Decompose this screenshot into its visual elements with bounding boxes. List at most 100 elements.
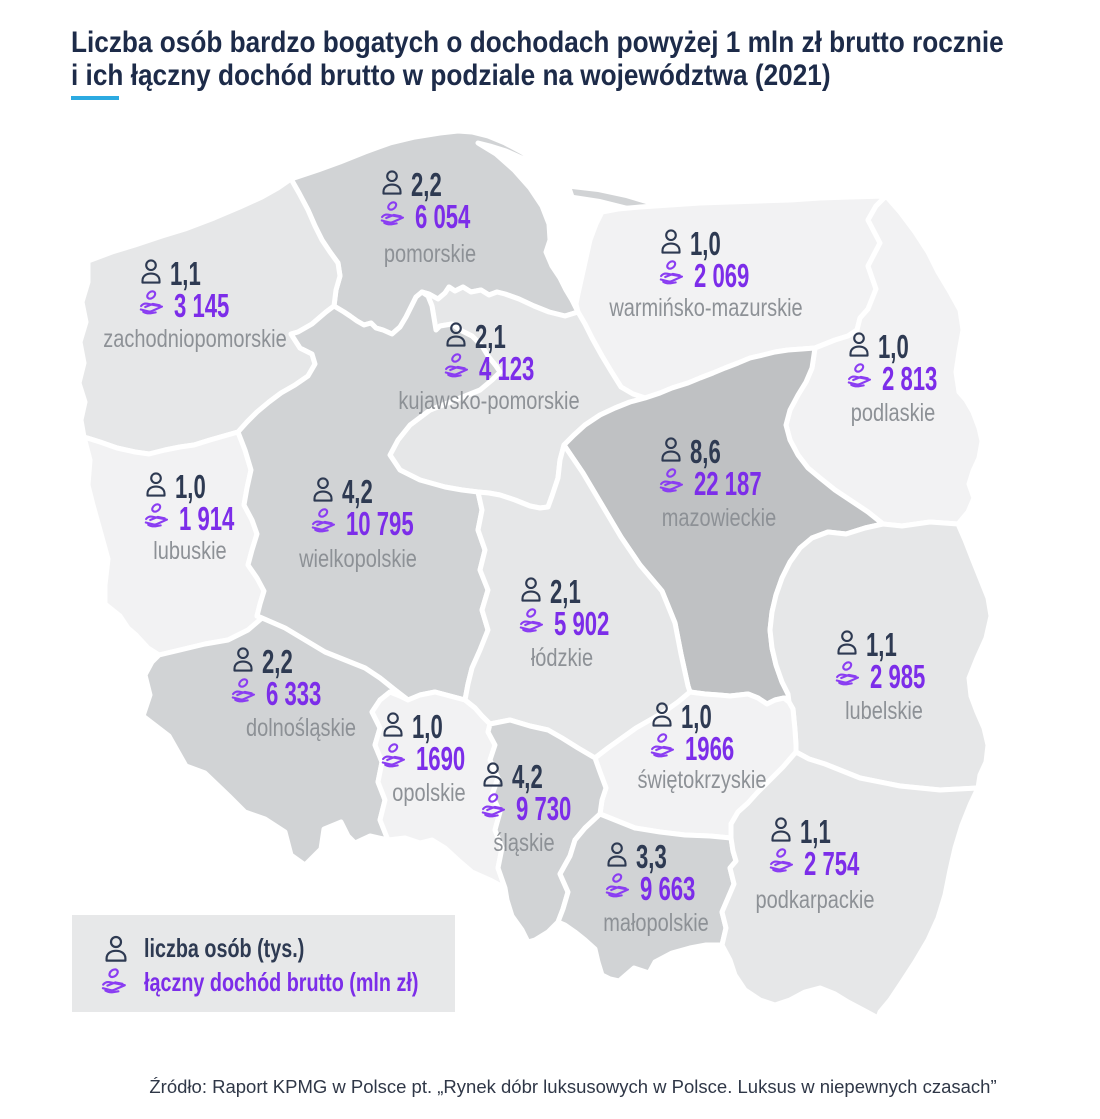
person-icon xyxy=(382,170,402,200)
hand-coin-icon xyxy=(381,743,410,775)
income-value: 10 795 xyxy=(346,505,414,542)
region-name: wielkopolskie xyxy=(299,545,417,573)
source-note: Źródło: Raport KPMG w Polsce pt. „Rynek … xyxy=(149,1076,997,1097)
hand-coin-icon xyxy=(650,733,679,765)
persons-value: 4,2 xyxy=(342,473,373,510)
person-icon xyxy=(771,817,791,847)
persons-row-świętokrzyskie: 1,0 xyxy=(652,698,727,735)
region-name: podlaskie xyxy=(850,399,936,427)
persons-row-lubelskie: 1,1 xyxy=(837,626,912,663)
region-name: łódzkie xyxy=(530,644,594,672)
persons-value: 2,1 xyxy=(550,573,581,610)
persons-row-małopolskie: 3,3 xyxy=(607,838,682,875)
persons-row-lubuskie: 1,0 xyxy=(146,468,221,505)
income-value: 4 123 xyxy=(479,350,535,387)
income-row-świętokrzyskie: 1966 xyxy=(650,730,758,767)
page-title: Liczba osób bardzo bogatych o dochodach … xyxy=(71,26,1081,92)
hand-coin-icon xyxy=(139,290,168,322)
persons-value: 1,0 xyxy=(681,698,712,735)
region-name: opolskie xyxy=(392,779,466,807)
income-row-lubuskie: 1 914 xyxy=(144,500,262,537)
income-value: 2 813 xyxy=(882,360,938,397)
persons-row-łódzkie: 2,1 xyxy=(521,573,596,610)
legend-row-income: łączny dochód brutto (mln zł) xyxy=(100,967,505,997)
person-icon xyxy=(837,630,857,660)
title-line-2: i ich łączny dochód brutto w podziale na… xyxy=(71,59,831,92)
hand-coin-icon xyxy=(144,503,173,535)
income-row-warmińsko-mazurskie: 2 069 xyxy=(659,257,777,294)
income-row-lubelskie: 2 985 xyxy=(835,658,953,695)
person-icon xyxy=(849,332,869,362)
hand-coin-icon xyxy=(659,468,688,500)
persons-value: 1,0 xyxy=(878,328,909,365)
income-value: 5 902 xyxy=(554,605,610,642)
income-row-dolnośląskie: 6 333 xyxy=(231,675,349,712)
person-icon xyxy=(146,472,166,502)
persons-value: 1,0 xyxy=(690,225,721,262)
income-value: 1690 xyxy=(416,740,466,777)
persons-value: 2,2 xyxy=(411,166,442,203)
person-icon xyxy=(483,762,503,792)
persons-value: 2,2 xyxy=(262,643,293,680)
income-row-pomorskie: 6 054 xyxy=(380,198,498,235)
persons-value: 3,3 xyxy=(636,838,667,875)
income-value: 2 985 xyxy=(870,658,926,695)
hand-coin-icon xyxy=(444,353,473,385)
region-name: lubuskie xyxy=(153,537,227,565)
income-value: 22 187 xyxy=(694,465,762,502)
income-value: 1 914 xyxy=(179,500,235,537)
persons-row-podkarpackie: 1,1 xyxy=(771,813,846,850)
region-name: śląskie xyxy=(493,829,555,857)
persons-row-podlaskie: 1,0 xyxy=(849,328,924,365)
persons-row-dolnośląskie: 2,2 xyxy=(233,643,308,680)
income-value: 2 754 xyxy=(804,845,860,882)
person-icon xyxy=(661,437,681,467)
hand-coin-icon xyxy=(311,508,340,540)
persons-row-kujawsko-pomorskie: 2,1 xyxy=(446,318,521,355)
hand-coin-icon xyxy=(605,873,634,905)
person-icon xyxy=(521,577,541,607)
region-name: podkarpackie xyxy=(755,886,875,914)
income-row-opolskie: 1690 xyxy=(381,740,489,777)
income-row-podlaskie: 2 813 xyxy=(847,360,965,397)
legend-income-label: łączny dochód brutto (mln zł) xyxy=(144,966,419,997)
persons-row-zachodniopomorskie: 1,1 xyxy=(141,255,216,292)
persons-row-warmińsko-mazurskie: 1,0 xyxy=(661,225,736,262)
hand-coin-icon xyxy=(231,678,260,710)
income-row-małopolskie: 9 663 xyxy=(605,870,723,907)
income-value: 3 145 xyxy=(174,287,230,324)
hand-coin-icon xyxy=(100,968,132,996)
region-shape-podkarpackie[interactable] xyxy=(719,749,981,1021)
person-icon xyxy=(383,712,403,742)
region-shape-opolskie[interactable] xyxy=(369,689,508,891)
hand-coin-icon xyxy=(519,608,548,640)
hand-coin-icon xyxy=(835,661,864,693)
income-value: 6 054 xyxy=(415,198,471,235)
income-row-mazowieckie: 22 187 xyxy=(659,465,795,502)
persons-value: 2,1 xyxy=(475,318,506,355)
hand-coin-icon xyxy=(659,260,688,292)
income-value: 6 333 xyxy=(266,675,322,712)
title-accent-underline xyxy=(71,96,119,100)
persons-row-wielkopolskie: 4,2 xyxy=(313,473,388,510)
hand-coin-icon xyxy=(380,201,409,233)
income-value: 9 730 xyxy=(516,790,572,827)
income-value: 9 663 xyxy=(640,870,696,907)
person-icon xyxy=(446,322,466,352)
legend-persons-label: liczba osób (tys.) xyxy=(144,932,305,963)
hand-coin-icon xyxy=(847,363,876,395)
persons-row-pomorskie: 2,2 xyxy=(382,166,457,203)
persons-value: 1,1 xyxy=(800,813,831,850)
persons-row-mazowieckie: 8,6 xyxy=(661,433,736,470)
person-icon xyxy=(652,702,672,732)
income-row-podkarpackie: 2 754 xyxy=(769,845,887,882)
hand-coin-icon xyxy=(481,793,510,825)
persons-value: 1,0 xyxy=(412,708,443,745)
income-row-wielkopolskie: 10 795 xyxy=(311,505,447,542)
income-value: 1966 xyxy=(685,730,735,767)
persons-value: 4,2 xyxy=(512,758,543,795)
region-name: świętokrzyskie xyxy=(637,766,767,794)
